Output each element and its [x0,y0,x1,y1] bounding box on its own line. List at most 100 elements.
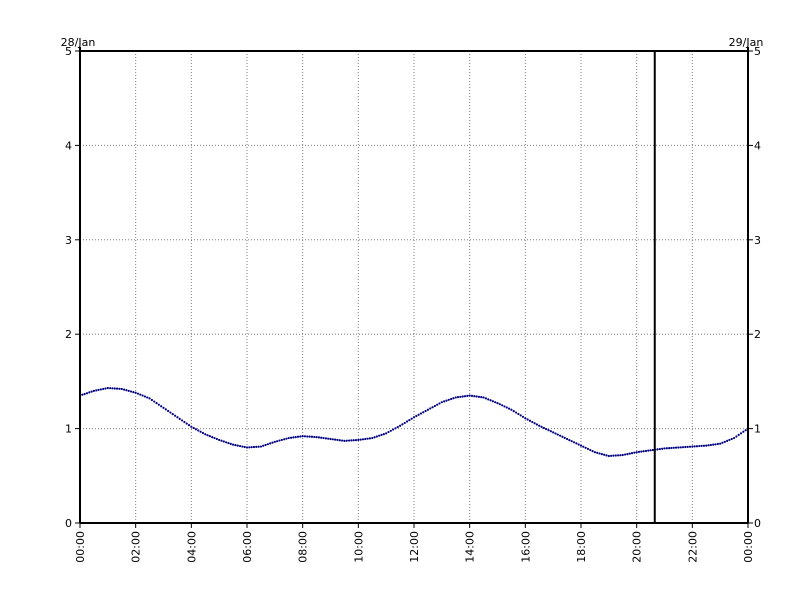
data-point [113,387,116,390]
data-point [644,449,648,453]
data-point [85,392,89,395]
data-point [213,436,216,440]
data-point [225,441,228,444]
data-point [164,408,167,411]
ticks [75,50,753,528]
data-point [354,438,358,442]
data-point [707,444,710,447]
data-point [190,425,193,428]
data-point [389,429,392,432]
data-point [450,397,453,401]
data-point [95,389,98,392]
grid [80,51,748,523]
data-point [582,445,585,448]
data-point [619,454,622,457]
data-point [364,437,367,441]
data-point [440,401,443,404]
data-point [375,435,378,438]
data-point [721,441,724,444]
data-point [528,419,532,422]
data-point [656,448,659,451]
data-point [487,398,490,401]
data-point [484,397,487,400]
data-point [508,407,511,410]
data-point [563,436,566,439]
data-point [647,449,650,452]
data-point [81,393,84,396]
data-point [278,439,281,442]
data-point [477,395,481,398]
data-point [651,448,655,452]
data-point [257,445,260,448]
x-tick-label: 00:00 [742,531,755,563]
data-point [280,438,283,442]
data-point [491,400,494,403]
data-point [303,435,307,438]
data-point [447,398,450,401]
data-point [739,432,743,435]
data-point [234,444,237,447]
data-point [521,415,525,418]
data-point [236,444,239,447]
data-point [385,432,388,435]
data-point [106,386,109,390]
data-point [250,446,253,449]
data-point [83,392,86,396]
data-point [700,444,703,448]
data-point [494,401,497,404]
y-tick-label-left: 4 [65,139,72,152]
data-point [392,428,395,431]
data-point [633,451,636,454]
data-point [424,409,427,413]
data-point [709,443,712,447]
data-point [568,438,571,442]
x-tick-label: 20:00 [631,531,644,563]
data-point [723,440,726,443]
data-point [730,437,733,441]
y-tick-label-left: 5 [65,45,72,58]
x-tick-label: 12:00 [408,531,421,563]
data-point [336,438,339,442]
data-point [285,437,288,440]
data-point [183,420,186,424]
data-point [598,452,601,455]
data-point [712,443,715,446]
data-point [542,426,545,430]
y-tick-label-right: 4 [754,139,761,152]
data-point [373,436,376,439]
data-point [208,435,211,438]
data-point [649,449,652,452]
data-point [134,391,137,394]
data-point [141,394,144,397]
data-point [180,419,184,422]
data-point [148,397,151,400]
data-point [192,426,195,430]
data-point [171,413,174,416]
data-point [206,434,209,437]
data-point [313,435,316,439]
data-point [702,444,706,447]
data-point [695,445,699,448]
data-point [466,394,469,397]
data-point [670,446,673,450]
data-point [327,437,330,440]
data-point [218,438,221,442]
data-point [419,412,423,415]
data-point [628,452,631,455]
data-point [361,438,365,441]
data-point [222,440,225,443]
data-point [248,446,251,449]
data-point [317,436,320,439]
data-point [211,436,214,439]
data-point [531,420,534,424]
data-point [637,450,641,453]
data-point [132,391,135,394]
data-point [607,454,610,458]
data-point [167,409,170,413]
x-tick-label: 22:00 [686,531,699,563]
data-point [514,411,518,414]
data-point [586,447,590,450]
data-point [352,439,355,442]
data-point [461,395,464,398]
